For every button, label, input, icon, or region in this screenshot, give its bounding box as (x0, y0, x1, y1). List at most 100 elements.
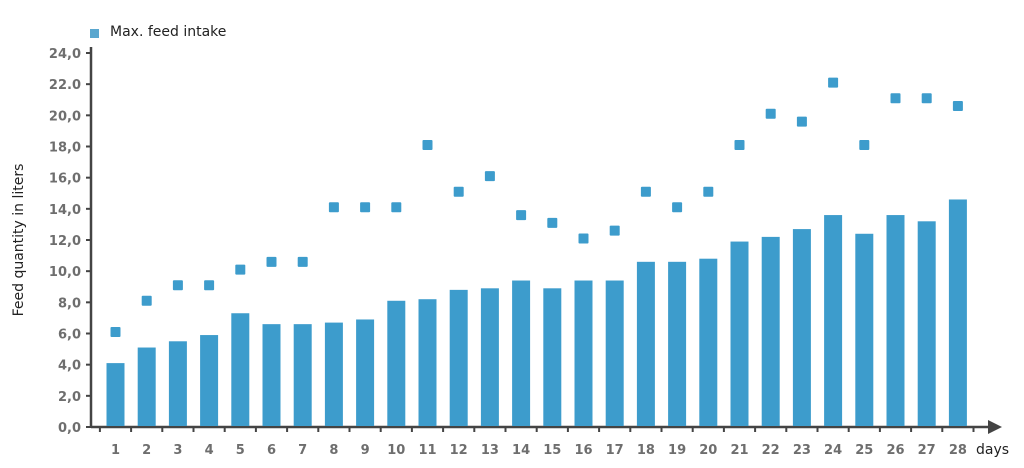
x-tick-label: 27 (918, 443, 936, 458)
max-feed-marker-icon (890, 93, 901, 104)
x-tick-label: 23 (793, 443, 811, 458)
legend: Max. feed intake (90, 24, 226, 40)
x-tick-label: 20 (699, 443, 717, 458)
bar (512, 280, 531, 426)
y-tick-label: 12,0 (49, 234, 81, 249)
x-tick-label: 15 (543, 443, 561, 458)
bar (699, 258, 718, 426)
max-feed-marker-icon (672, 202, 683, 213)
x-tick-label: 26 (886, 443, 904, 458)
bar (855, 233, 874, 426)
bar (761, 236, 780, 426)
y-tick-label: 10,0 (49, 265, 81, 280)
y-tick-label: 0,0 (58, 421, 81, 436)
y-tick-label: 2,0 (58, 390, 81, 405)
y-tick-label: 20,0 (49, 109, 81, 124)
x-tick-label: 8 (329, 443, 338, 458)
max-feed-marker-icon (141, 295, 152, 306)
max-feed-marker-icon (921, 93, 932, 104)
bar (917, 221, 936, 426)
bar (730, 241, 749, 426)
max-feed-marker-icon (859, 139, 870, 150)
x-tick-label: 4 (205, 443, 214, 458)
x-tick-label: 7 (298, 443, 307, 458)
legend-label: Max. feed intake (110, 24, 226, 40)
x-tick-label: 18 (637, 443, 655, 458)
max-feed-marker-icon (734, 139, 745, 150)
x-tick-label: 1 (111, 443, 120, 458)
y-tick-label: 22.0 (49, 78, 81, 93)
x-tick-label: 5 (236, 443, 245, 458)
max-feed-marker-icon (547, 217, 558, 228)
y-axis: 0,0 2,0 4,0 6,0 8,0 10,0 12,0 14,0 16,0 18,0 20,0 2… (49, 47, 93, 436)
bar (574, 280, 593, 426)
y-tick-label: 6,0 (58, 328, 81, 343)
bar (418, 299, 437, 426)
x-axis-arrow-icon (988, 420, 1002, 434)
x-tick-label: 24 (824, 443, 842, 458)
max-feed-markers (110, 77, 963, 337)
max-feed-marker-icon (828, 77, 839, 88)
bar (886, 215, 905, 426)
x-tick-label: 2 (142, 443, 151, 458)
max-feed-marker-icon (578, 233, 589, 244)
y-tick-label: 24,0 (49, 47, 81, 62)
bar (636, 261, 655, 426)
y-tick-label: 8,0 (58, 296, 81, 311)
bar (137, 347, 156, 426)
bar (668, 261, 687, 426)
x-tick-label: 3 (173, 443, 182, 458)
x-tick-label: 25 (855, 443, 873, 458)
x-axis: 1 2 3 4 5 6 7 8 9 10 11 12 13 14 15 16 17 18 19 20 21 22 23 24 2… (91, 420, 1002, 458)
bar (543, 288, 562, 426)
x-tick-label: 9 (361, 443, 370, 458)
bar (387, 300, 406, 426)
y-tick-label: 14,0 (49, 203, 81, 218)
x-tick-label: 21 (730, 443, 748, 458)
x-tick-label: 10 (387, 443, 405, 458)
max-feed-marker-icon (703, 186, 714, 197)
bar (262, 324, 281, 426)
bar (824, 215, 843, 426)
y-tick-label: 16,0 (49, 172, 81, 187)
bar (948, 199, 967, 426)
bar (168, 341, 187, 426)
x-tick-label: 13 (481, 443, 499, 458)
max-feed-marker-icon (360, 202, 371, 213)
max-feed-marker-icon (391, 202, 402, 213)
x-tick-label: 12 (450, 443, 468, 458)
max-feed-marker-icon (453, 186, 464, 197)
max-feed-marker-icon (110, 326, 121, 337)
bar (480, 288, 499, 426)
bar (293, 324, 312, 426)
bar (449, 289, 468, 426)
bar (792, 229, 811, 426)
bar (605, 280, 624, 426)
x-tick-label: 11 (418, 443, 436, 458)
legend-marker-icon (90, 29, 99, 38)
x-tick-label: 28 (949, 443, 967, 458)
max-feed-marker-icon (952, 100, 963, 111)
max-feed-marker-icon (204, 280, 215, 291)
max-feed-marker-icon (297, 256, 308, 267)
max-feed-marker-icon (172, 280, 183, 291)
bar (356, 319, 375, 426)
max-feed-marker-icon (765, 108, 776, 119)
max-feed-marker-icon (422, 139, 433, 150)
bar (200, 335, 219, 426)
y-tick-label: 4,0 (58, 359, 81, 374)
max-feed-marker-icon (328, 202, 339, 213)
max-feed-marker-icon (609, 225, 620, 236)
x-tick-label: 17 (606, 443, 624, 458)
x-axis-title: days (976, 442, 1009, 458)
max-feed-marker-icon (266, 256, 277, 267)
bar (231, 313, 250, 426)
max-feed-marker-icon (516, 210, 527, 221)
bar-series (106, 199, 967, 426)
x-tick-label: 14 (512, 443, 530, 458)
max-feed-marker-icon (235, 264, 246, 275)
max-feed-marker-icon (484, 171, 495, 182)
x-tick-label: 6 (267, 443, 276, 458)
bar (106, 363, 125, 426)
